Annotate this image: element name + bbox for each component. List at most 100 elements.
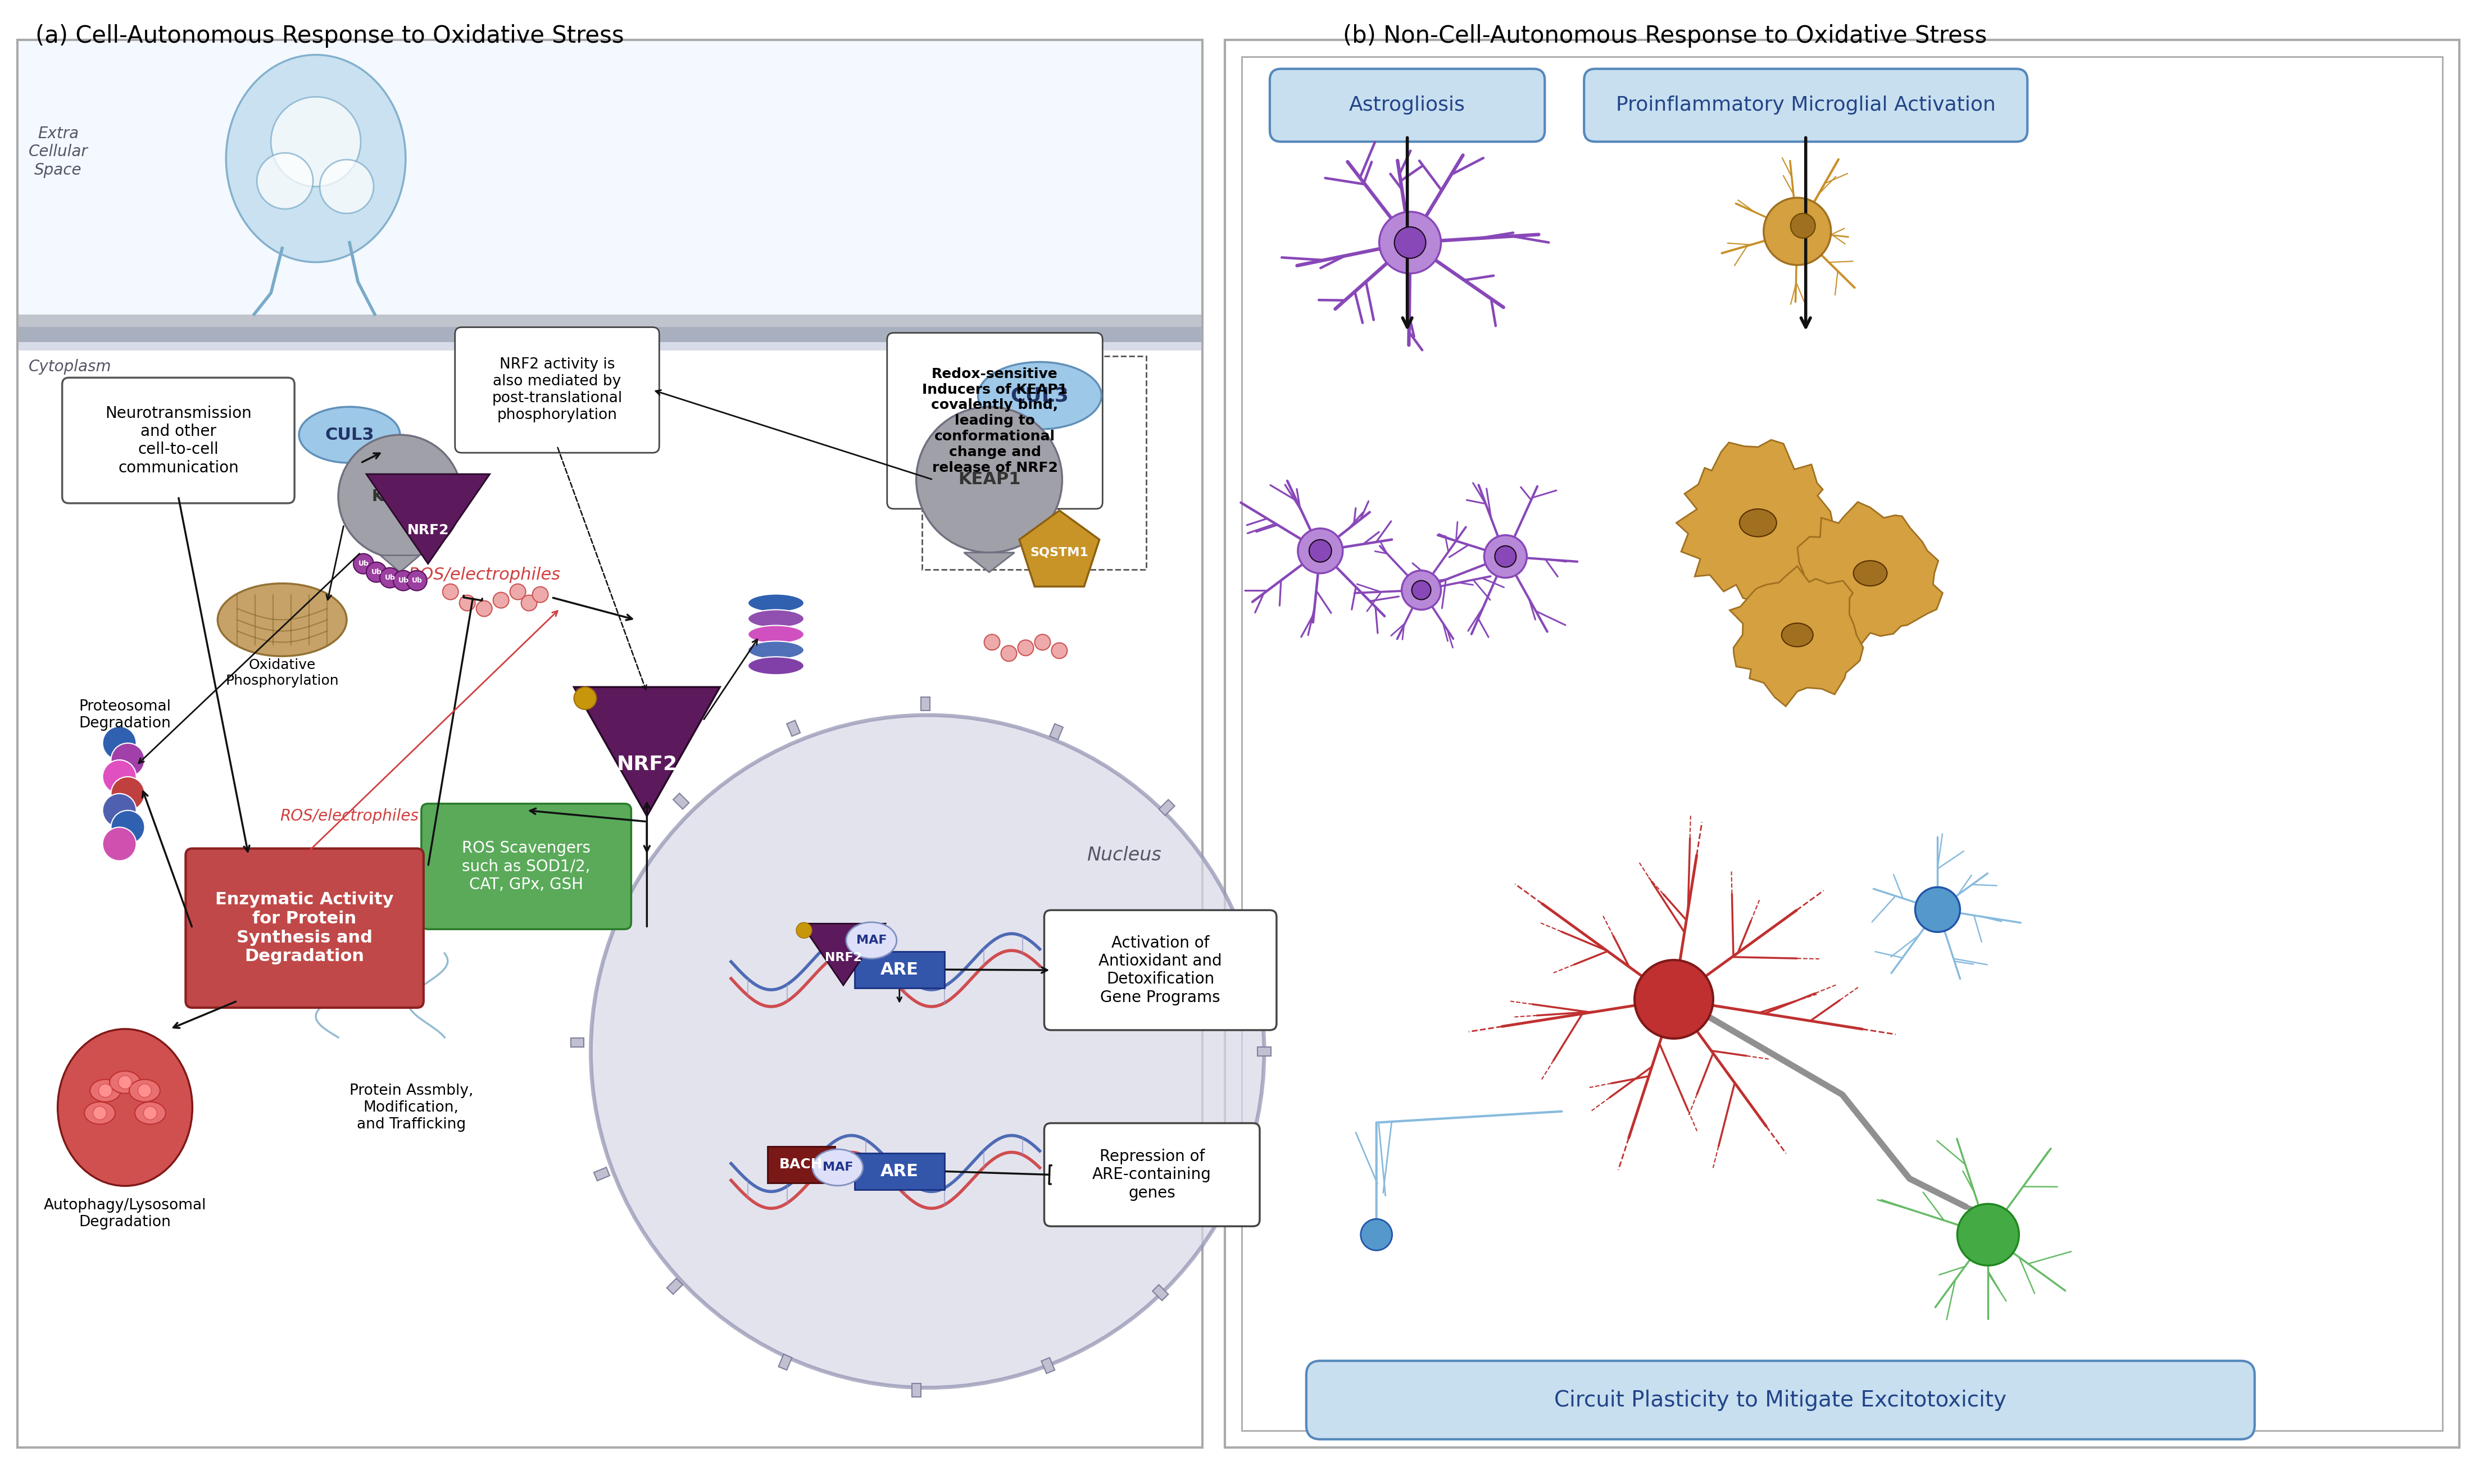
Circle shape [575, 687, 597, 709]
Ellipse shape [1854, 561, 1887, 586]
Ellipse shape [134, 1101, 166, 1125]
Circle shape [521, 595, 538, 611]
Text: Proteosomal
Degradation: Proteosomal Degradation [79, 699, 171, 730]
Text: ARE: ARE [880, 1163, 920, 1180]
Circle shape [1790, 214, 1815, 237]
Bar [1232, 913, 1247, 926]
Circle shape [533, 586, 548, 603]
Text: CUL3: CUL3 [325, 427, 374, 444]
Bar [17, 315, 1202, 326]
Circle shape [119, 1076, 131, 1089]
Text: (a) Cell-Autonomous Response to Oxidative Stress: (a) Cell-Autonomous Response to Oxidativ… [35, 24, 625, 47]
Circle shape [917, 407, 1061, 552]
Polygon shape [964, 552, 1014, 573]
FancyBboxPatch shape [1044, 910, 1277, 1030]
Polygon shape [1019, 510, 1098, 586]
Text: Redox-sensitive
Inducers of KEAP1
covalently bind,
leading to
conformational
cha: Redox-sensitive Inducers of KEAP1 covale… [922, 367, 1068, 475]
Circle shape [99, 1083, 112, 1097]
Bar [1153, 1285, 1168, 1300]
Ellipse shape [813, 1149, 863, 1186]
Bar [912, 1383, 920, 1396]
Polygon shape [575, 687, 719, 816]
Circle shape [1309, 540, 1331, 562]
Text: Circuit Plasticity to Mitigate Excitotoxicity: Circuit Plasticity to Mitigate Excitotox… [1554, 1389, 2006, 1411]
Bar [595, 1168, 610, 1181]
Circle shape [1002, 646, 1016, 662]
Bar [786, 720, 801, 736]
Circle shape [1401, 570, 1440, 610]
Ellipse shape [226, 55, 407, 263]
Text: Enzymatic Activity
for Protein
Synthesis and
Degradation: Enzymatic Activity for Protein Synthesis… [216, 892, 394, 965]
Circle shape [354, 554, 374, 574]
Ellipse shape [590, 715, 1264, 1388]
Circle shape [102, 794, 136, 827]
FancyBboxPatch shape [62, 377, 295, 503]
Circle shape [379, 568, 399, 588]
Bar [597, 905, 612, 919]
Text: NRF2: NRF2 [826, 951, 863, 963]
FancyBboxPatch shape [186, 849, 424, 1008]
Text: Ub: Ub [357, 559, 369, 567]
Circle shape [1378, 212, 1440, 273]
Ellipse shape [218, 583, 347, 656]
Circle shape [476, 601, 491, 616]
Text: Proinflammatory Microglial Activation: Proinflammatory Microglial Activation [1616, 95, 1996, 114]
Ellipse shape [979, 362, 1101, 429]
Ellipse shape [749, 657, 803, 675]
Text: BACH: BACH [778, 1158, 823, 1171]
Text: ROS Scavengers
such as SOD1/2,
CAT, GPx, GSH: ROS Scavengers such as SOD1/2, CAT, GPx,… [461, 840, 590, 892]
Text: NRF2: NRF2 [617, 755, 677, 775]
Polygon shape [1730, 567, 1864, 706]
Bar [1230, 1175, 1244, 1189]
Text: (b) Non-Cell-Autonomous Response to Oxidative Stress: (b) Non-Cell-Autonomous Response to Oxid… [1344, 24, 1986, 47]
Bar [855, 951, 944, 988]
Circle shape [367, 562, 387, 582]
Circle shape [1019, 640, 1034, 656]
Bar [1158, 800, 1175, 815]
Circle shape [1485, 536, 1527, 577]
Ellipse shape [749, 610, 803, 628]
Circle shape [493, 592, 508, 608]
Circle shape [258, 153, 312, 209]
Text: Ub: Ub [384, 574, 394, 582]
Ellipse shape [749, 594, 803, 611]
Text: ROS/electrophiles: ROS/electrophiles [280, 809, 419, 824]
Text: Cytoplasm: Cytoplasm [27, 359, 112, 375]
Circle shape [112, 776, 144, 810]
Ellipse shape [1782, 623, 1812, 647]
Bar [17, 343, 1202, 350]
Ellipse shape [1740, 509, 1777, 537]
Ellipse shape [300, 407, 399, 463]
Circle shape [1763, 197, 1832, 266]
Text: NRF2 activity is
also mediated by
post-translational
phosphorylation: NRF2 activity is also mediated by post-t… [491, 358, 622, 423]
Circle shape [407, 570, 426, 591]
Text: Astrogliosis: Astrogliosis [1349, 95, 1465, 114]
Text: Activation of
Antioxidant and
Detoxification
Gene Programs: Activation of Antioxidant and Detoxifica… [1098, 935, 1222, 1005]
Bar [17, 40, 1202, 1448]
Text: KEAP1: KEAP1 [372, 488, 429, 505]
Circle shape [102, 760, 136, 794]
Circle shape [102, 827, 136, 861]
Bar [570, 1037, 585, 1046]
Text: Repression of
ARE-containing
genes: Repression of ARE-containing genes [1093, 1149, 1212, 1201]
Circle shape [394, 570, 414, 591]
Text: Nucleus: Nucleus [1086, 846, 1160, 865]
Circle shape [984, 634, 999, 650]
Circle shape [1495, 546, 1517, 567]
Circle shape [1958, 1204, 2018, 1266]
Text: SQSTM1: SQSTM1 [1031, 548, 1088, 558]
Circle shape [94, 1107, 107, 1120]
Text: ARE: ARE [880, 962, 920, 978]
FancyBboxPatch shape [1584, 68, 2028, 141]
Circle shape [139, 1083, 151, 1097]
Polygon shape [379, 555, 419, 573]
Circle shape [102, 726, 136, 760]
Bar [1041, 1358, 1054, 1374]
Text: CUL3: CUL3 [1011, 386, 1068, 405]
Text: Ub: Ub [372, 568, 382, 576]
Bar [1257, 1046, 1272, 1057]
Text: NRF2: NRF2 [407, 524, 449, 537]
Bar [1049, 724, 1063, 739]
Circle shape [1393, 227, 1425, 258]
Ellipse shape [845, 922, 897, 959]
